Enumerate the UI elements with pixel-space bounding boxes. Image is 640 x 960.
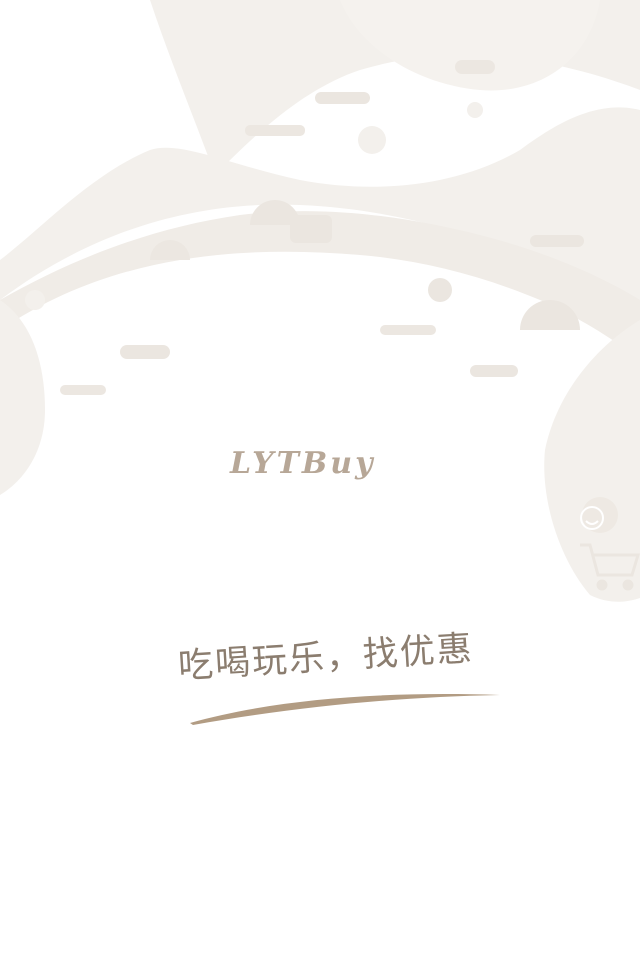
tagline-underline [190,694,500,725]
app-logo-text: LYTBuy [230,446,376,481]
